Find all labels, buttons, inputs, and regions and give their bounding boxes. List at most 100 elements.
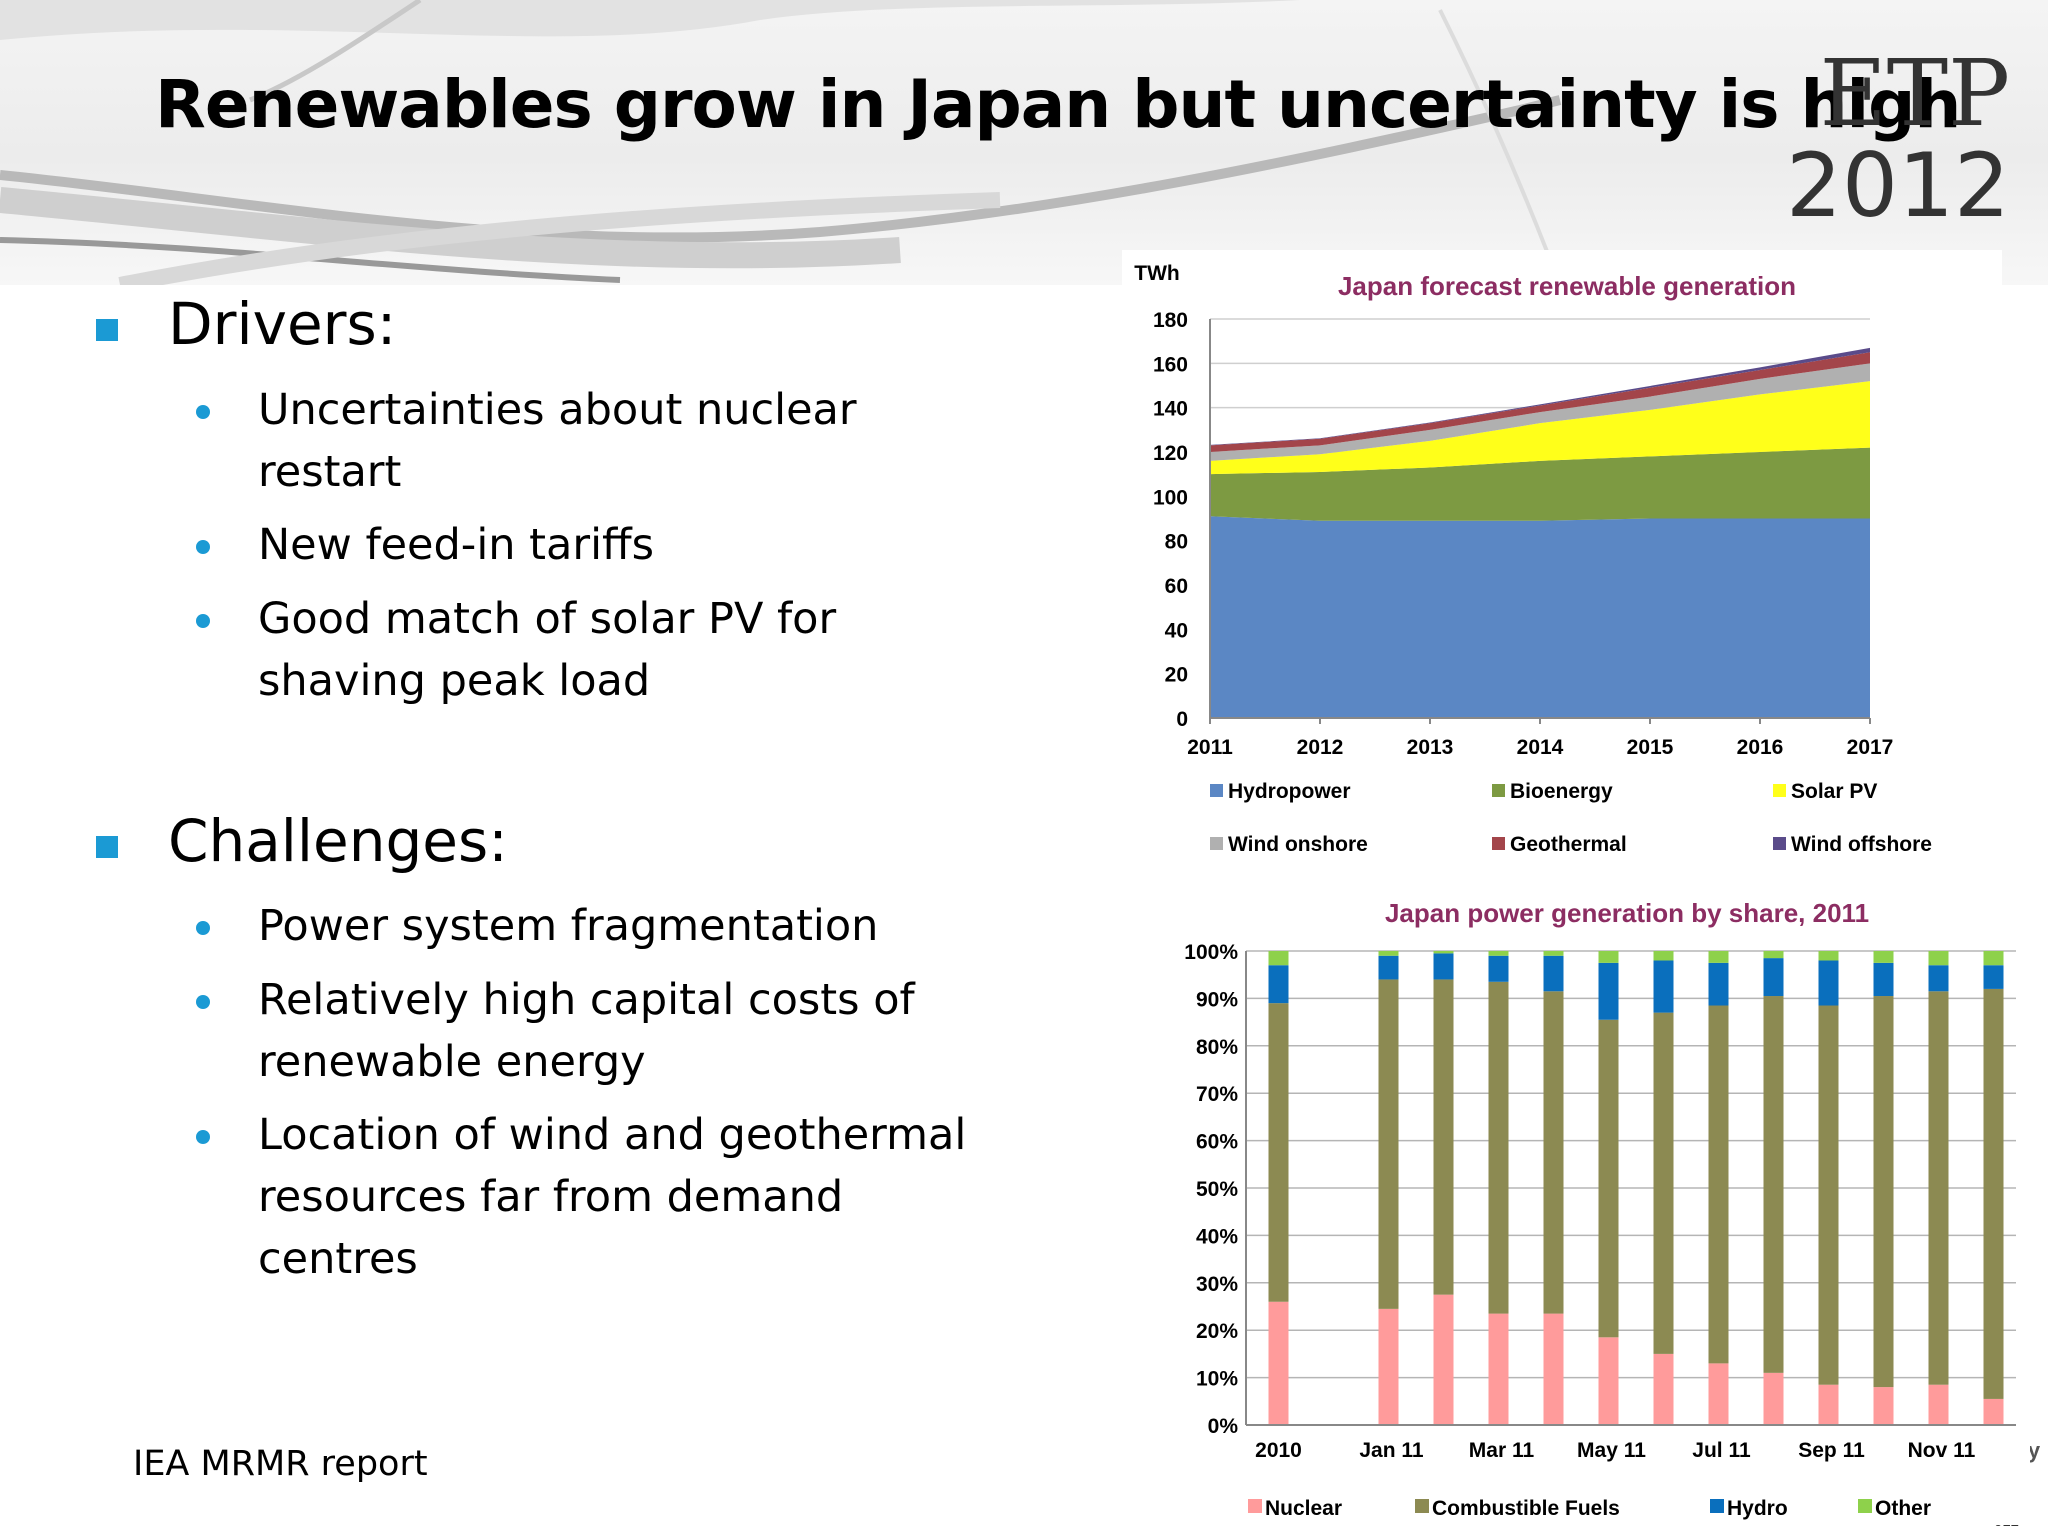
- x-tick-labels: 2010 Jan 11 Mar 11 May 11 Jul 11 Sep 11 Nov 11: [1255, 1439, 1976, 1462]
- legend-label-combustible-fuels: Combustible Fuels: [1432, 1497, 1620, 1520]
- y-tick-label: 20: [1165, 664, 1188, 687]
- bar-other: [1543, 951, 1564, 956]
- y-tick-labels: 0 20 40 60 80 100 120 140 160 180: [1153, 309, 1188, 731]
- bar-nuclear: [1543, 1313, 1564, 1425]
- bar-hydro: [1488, 955, 1509, 982]
- bar-nuclear: [1763, 1372, 1784, 1425]
- x-tick-labels: 2011 2012 2013 2014 2015 2016 2017: [1187, 736, 1893, 759]
- bullet-item: New feed-in tariffs: [196, 514, 978, 576]
- chart-title: Japan forecast renewable generation: [1338, 271, 1796, 301]
- round-bullet-icon: [196, 995, 210, 1009]
- bar-combustible-fuels: [1598, 1019, 1619, 1338]
- legend-swatch-geothermal: [1492, 837, 1505, 850]
- bar-hydro: [1378, 955, 1399, 980]
- round-bullet-icon: [196, 405, 210, 419]
- x-tick-label: Sep 11: [1798, 1439, 1865, 1462]
- legend-label-hydro: Hydro: [1727, 1497, 1788, 1520]
- header-swoosh-graphic: [0, 0, 1562, 285]
- x-tick-label: 2010: [1255, 1439, 1302, 1462]
- bar-combustible-fuels: [1928, 991, 1949, 1385]
- legend-label-solar-pv: Solar PV: [1791, 780, 1877, 803]
- x-tick-label: May 11: [1577, 1439, 1646, 1462]
- legend-label-bioenergy: Bioenergy: [1510, 780, 1613, 803]
- bar-hydro: [1873, 962, 1894, 997]
- y-tick-label: 70%: [1196, 1083, 1238, 1106]
- bar-hydro: [1543, 955, 1564, 992]
- y-tick-label: 100: [1153, 486, 1188, 509]
- logo-line-year: 2012: [1786, 134, 2010, 237]
- legend-swatch-solar-pv: [1773, 784, 1786, 797]
- y-tick-label: 0: [1176, 708, 1188, 731]
- x-tick-label: Jan 11: [1359, 1439, 1424, 1462]
- bar-other: [1488, 951, 1509, 956]
- legend-label-geothermal: Geothermal: [1510, 833, 1627, 856]
- legend-label-other: Other: [1875, 1497, 1931, 1520]
- y-tick-label: 40%: [1196, 1225, 1238, 1248]
- etp-2012-logo: ETP 2012: [1780, 48, 2010, 232]
- y-tick-label: 140: [1153, 398, 1188, 421]
- bar-other: [1653, 951, 1674, 961]
- round-bullet-icon: [196, 614, 210, 628]
- bar-other: [1818, 951, 1839, 961]
- y-tick-label: 180: [1153, 309, 1188, 332]
- legend-label-wind-offshore: Wind offshore: [1791, 833, 1932, 856]
- area-hydropower: [1210, 516, 1870, 718]
- area-bioenergy: [1210, 447, 1870, 521]
- y-tick-label: 160: [1153, 353, 1188, 376]
- y-tick-labels: 0% 10% 20% 30% 40% 50% 60% 70% 80% 90% 100%: [1184, 941, 1238, 1438]
- y-tick-label: 90%: [1196, 988, 1238, 1011]
- bar-other: [1378, 951, 1399, 956]
- legend-swatch-bioenergy: [1492, 784, 1505, 797]
- renewable-forecast-area-chart: Japan forecast renewable generation TWh …: [1122, 250, 2002, 880]
- legend-swatch-nuclear: [1248, 1499, 1262, 1513]
- legend: Nuclear Combustible Fuels Hydro Other: [1248, 1497, 1931, 1520]
- bar-other: [1268, 951, 1289, 966]
- legend-swatch-hydropower: [1210, 784, 1223, 797]
- x-tick-label: 2013: [1407, 736, 1454, 759]
- legend: Hydropower Bioenergy Solar PV Wind onshore G…: [1210, 780, 1932, 856]
- legend-swatch-wind-onshore: [1210, 837, 1223, 850]
- bar-hydro: [1268, 965, 1289, 1004]
- bar-combustible-fuels: [1543, 991, 1564, 1314]
- bar-other: [1928, 951, 1949, 966]
- bar-nuclear: [1708, 1363, 1729, 1425]
- chart-title: Japan power generation by share, 2011: [1385, 898, 1869, 928]
- y-tick-label: 30%: [1196, 1273, 1238, 1296]
- bar-nuclear: [1818, 1384, 1839, 1425]
- bar-nuclear: [1653, 1353, 1674, 1425]
- y-axis-unit-label: TWh: [1134, 262, 1179, 285]
- bar-hydro: [1598, 962, 1619, 1020]
- bar-combustible-fuels: [1268, 1003, 1289, 1302]
- x-tick-label: 2014: [1517, 736, 1564, 759]
- legend-swatch-hydro: [1710, 1499, 1724, 1513]
- bar-other: [1983, 951, 2004, 966]
- legend-label-hydropower: Hydropower: [1228, 780, 1351, 803]
- x-tick-label: Mar 11: [1469, 1439, 1535, 1462]
- square-bullet-icon: [96, 836, 118, 858]
- bar-other: [1708, 951, 1729, 963]
- legend-label-wind-onshore: Wind onshore: [1228, 833, 1368, 856]
- y-tick-label: 0%: [1208, 1415, 1239, 1438]
- y-tick-label: 100%: [1184, 941, 1238, 964]
- area-solar-pv: [1210, 381, 1870, 475]
- bar-combustible-fuels: [1653, 1012, 1674, 1354]
- legend-swatch-wind-offshore: [1773, 837, 1786, 850]
- legend-swatch-other: [1858, 1499, 1872, 1513]
- power-share-bar-chart: Japan power generation by share, 2011 0%…: [1150, 885, 2030, 1525]
- bar-nuclear: [1268, 1301, 1289, 1425]
- round-bullet-icon: [196, 540, 210, 554]
- bar-hydro: [1653, 960, 1674, 1013]
- bar-combustible-fuels: [1488, 981, 1509, 1314]
- y-tick-label: 120: [1153, 442, 1188, 465]
- bar-combustible-fuels: [1873, 996, 1894, 1388]
- x-tick-label: 2017: [1847, 736, 1894, 759]
- bar-other: [1763, 951, 1784, 959]
- section-heading-drivers: Drivers:: [96, 295, 396, 353]
- bar-nuclear: [1598, 1337, 1619, 1425]
- bar-nuclear: [1433, 1294, 1454, 1425]
- x-tick-label: 2016: [1737, 736, 1784, 759]
- bar-nuclear: [1928, 1384, 1949, 1425]
- y-tick-label: 60%: [1196, 1131, 1238, 1154]
- x-tick-label: Jul 11: [1692, 1439, 1751, 1462]
- logo-line-etp: ETP: [1819, 40, 2010, 147]
